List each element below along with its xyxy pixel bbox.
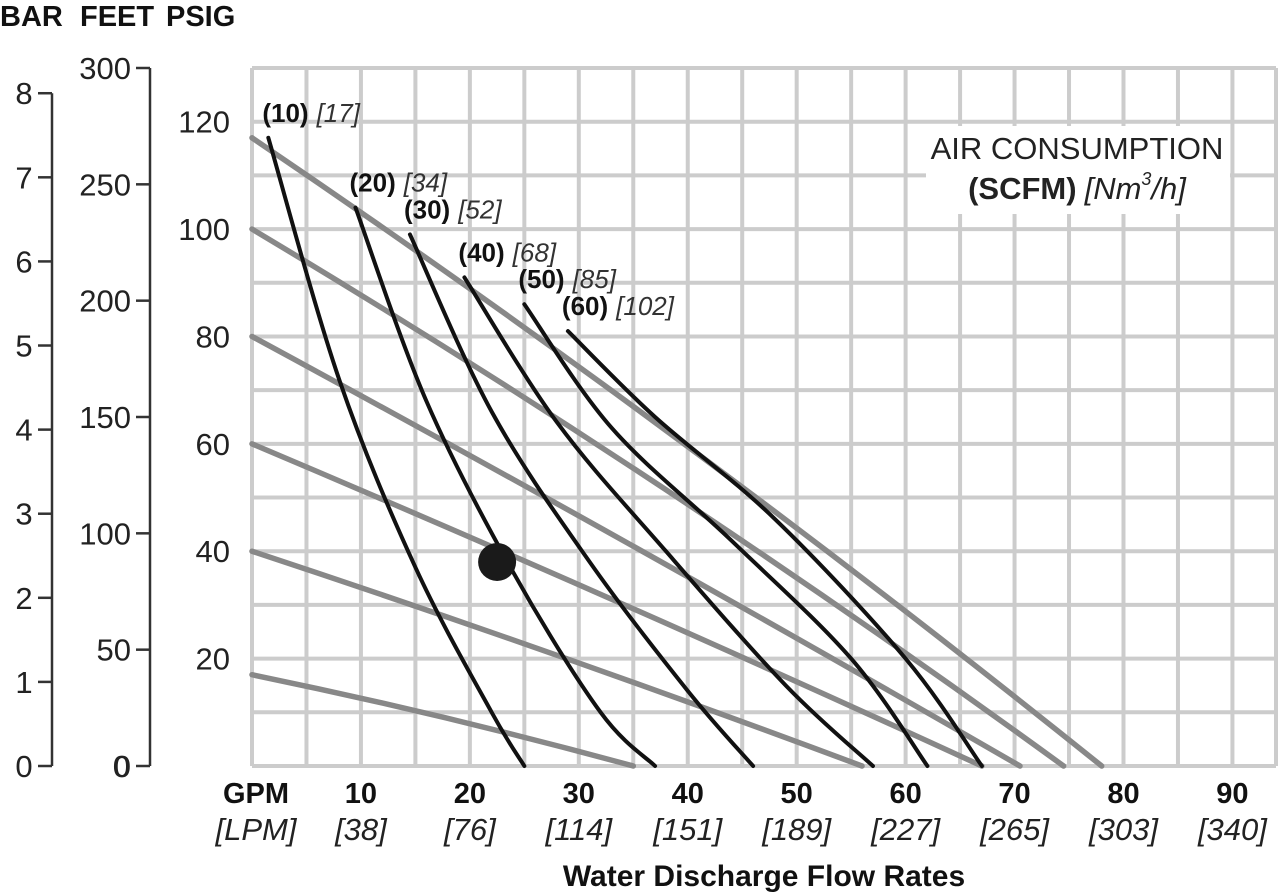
- air-curve-label-nm3h: [102]: [615, 291, 675, 321]
- bar-tick-label: 4: [15, 413, 32, 448]
- x-tick-gpm: 30: [563, 778, 595, 810]
- pressure-line: [249, 333, 1023, 769]
- feet-tick-label: 150: [79, 400, 131, 435]
- psig-tick-label: 120: [178, 105, 230, 140]
- feet-axis-header: FEET: [80, 1, 154, 33]
- x-tick-lpm: [227]: [870, 812, 941, 847]
- legend-units: (SCFM) [Nm3/h]: [968, 169, 1187, 206]
- air-curve-label-scfm: (30): [404, 194, 450, 224]
- x-tick-gpm: 60: [889, 778, 921, 810]
- pressure-line: [249, 671, 637, 769]
- air-curve-label-scfm: (50): [518, 264, 564, 294]
- x-tick-lpm: [303]: [1088, 812, 1159, 847]
- legend-units-per-hour: /h]: [1149, 171, 1187, 206]
- x-tick-lpm: [189]: [761, 812, 832, 847]
- air-curve-label: (10) [17]: [262, 98, 360, 128]
- psig-tick-label: 80: [196, 319, 230, 354]
- legend-units-scfm: (SCFM): [968, 171, 1076, 206]
- psig-axis-header: PSIG: [166, 1, 235, 33]
- legend-title: AIR CONSUMPTION: [931, 131, 1224, 166]
- air-curve-label-scfm: (40): [458, 237, 504, 267]
- bar-tick-label: 5: [15, 329, 32, 364]
- bar-tick-label: 1: [15, 665, 32, 700]
- air-curve: [565, 329, 984, 768]
- x-tick-gpm: 50: [781, 778, 813, 810]
- air-curve-label: (40) [68]: [458, 237, 556, 267]
- bar-axis: 0 1 2 3 4 5 6 7 8: [15, 76, 54, 784]
- air-curve-label: (30) [52]: [404, 194, 502, 224]
- feet-tick-label: 200: [79, 284, 131, 319]
- bar-tick-label: 0: [15, 749, 32, 784]
- air-curve: [462, 275, 875, 768]
- psig-tick-label: 20: [196, 642, 230, 677]
- bar-tick-label: 6: [15, 244, 32, 279]
- feet-tick-label: 250: [79, 167, 131, 202]
- x-tick-gpm: 90: [1216, 778, 1248, 810]
- air-curve-label-nm3h: [34]: [403, 168, 448, 198]
- x-tick-lpm: [151]: [652, 812, 723, 847]
- zero-label: 0: [113, 749, 130, 784]
- air-curve-label: (60) [102]: [562, 291, 675, 321]
- x-tick-lpm: [340]: [1197, 812, 1268, 847]
- bar-tick-label: 8: [15, 76, 32, 111]
- x-axis-title: Water Discharge Flow Rates: [563, 860, 965, 893]
- psig-tick-label: 60: [196, 427, 230, 462]
- air-consumption-curve-labels: (10) [17] (20) [34](30) [52] (40) [68](50) [85]…: [262, 98, 674, 321]
- air-curve-label-nm3h: [52]: [457, 194, 502, 224]
- legend-background: [926, 126, 1230, 214]
- psig-axis: 20 40 60 80 100 120 0: [113, 105, 230, 784]
- x-axis: GPM[LPM] 10[38] 20[76] 30[114] 40[151] 50[189…: [215, 778, 1269, 847]
- x-tick-lpm: [76]: [443, 812, 497, 847]
- air-curve-label-nm3h: [85]: [572, 264, 617, 294]
- air-curve-label-scfm: (20): [349, 168, 395, 198]
- x-unit-lpm: [LPM]: [215, 812, 298, 847]
- x-tick-lpm: [38]: [334, 812, 388, 847]
- bar-tick-label: 2: [15, 581, 32, 616]
- air-curve-label-nm3h: [17]: [316, 98, 361, 128]
- psig-tick-label: 40: [196, 534, 230, 569]
- legend-units-nm3h: [Nm: [1084, 171, 1142, 206]
- air-consumption-curves: [266, 135, 984, 768]
- operating-point-marker: [478, 542, 517, 581]
- air-curve: [522, 302, 930, 768]
- x-tick-gpm: 10: [345, 778, 377, 810]
- psig-tick-label: 100: [178, 212, 230, 247]
- air-curve-label-nm3h: [68]: [512, 237, 557, 267]
- feet-tick-label: 100: [79, 516, 131, 551]
- plot-grid: [250, 66, 1278, 768]
- air-curve-label: (50) [85]: [518, 264, 616, 294]
- air-curve: [407, 232, 756, 768]
- feet-axis: 0 50 100 150 200 250 300: [79, 51, 152, 784]
- pressure-line: [249, 548, 865, 769]
- pressure-line: [249, 135, 1105, 769]
- feet-tick-label: 300: [79, 51, 131, 86]
- x-tick-gpm: 40: [672, 778, 704, 810]
- x-tick-lpm: [114]: [544, 812, 613, 847]
- x-tick-gpm: 70: [998, 778, 1030, 810]
- x-tick-gpm: 20: [454, 778, 486, 810]
- feet-tick-label: 50: [97, 633, 131, 668]
- air-curve-label-scfm: (10): [262, 98, 308, 128]
- pressure-line: [249, 226, 1067, 769]
- legend-units-superscript: 3: [1141, 169, 1151, 189]
- pressure-lines: [249, 135, 1105, 769]
- air-curve: [266, 135, 527, 768]
- x-unit-gpm: GPM: [223, 778, 289, 810]
- bar-tick-label: 7: [15, 160, 32, 195]
- air-curve-label: (20) [34]: [349, 168, 447, 198]
- bar-tick-label: 3: [15, 497, 32, 532]
- bar-axis-header: BAR: [0, 1, 63, 33]
- x-tick-gpm: 80: [1107, 778, 1139, 810]
- air-curve-label-scfm: (60): [562, 291, 608, 321]
- x-tick-lpm: [265]: [979, 812, 1050, 847]
- feet-tick-label: 0: [114, 749, 131, 784]
